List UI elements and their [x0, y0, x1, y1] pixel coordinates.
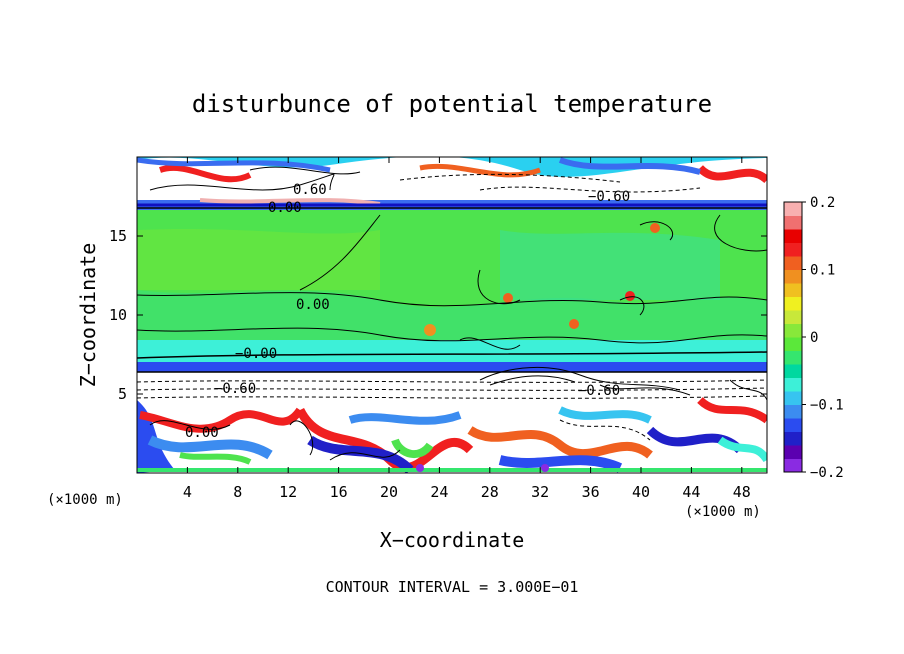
colorbar-swatch — [784, 269, 802, 284]
colorbar-swatch — [784, 377, 802, 392]
colorbar-swatch — [784, 242, 802, 257]
contour-label: 0.00 — [185, 425, 219, 441]
y-tick-label: 10 — [109, 306, 127, 324]
colorbar-swatch — [784, 431, 802, 446]
contour-interval-note: CONTOUR INTERVAL = 3.000E−01 — [326, 578, 579, 596]
colorbar-swatch — [784, 310, 802, 324]
colorbar-swatch — [784, 229, 802, 243]
contour-label: −0.60 — [214, 381, 256, 397]
colorbar — [784, 202, 802, 473]
colorbar-tick-label: 0 — [810, 330, 818, 346]
colorbar-tick-label: 0.1 — [810, 263, 835, 279]
x-axis-ticks: 4 8 12 16 20 24 28 32 36 40 44 48 — [183, 157, 751, 501]
colorbar-swatch — [784, 445, 802, 459]
y-tick-label: 15 — [109, 227, 127, 245]
y-axis-label: Z−coordinate — [76, 243, 100, 388]
contour-labels: 0.60 0.00 −0.60 0.00 −0.00 −0.60 0.00 −0.60 — [185, 182, 630, 441]
x-tick-label: 32 — [531, 483, 549, 501]
x-tick-label: 16 — [330, 483, 348, 501]
contour-lines — [137, 166, 767, 461]
colorbar-swatch — [784, 296, 802, 311]
contour-label: 0.00 — [296, 297, 330, 313]
x-axis-label: X−coordinate — [380, 528, 525, 552]
y-tick-label: 5 — [118, 385, 127, 403]
colorbar-swatch — [784, 323, 802, 338]
contour-label: 0.00 — [268, 200, 302, 216]
x-tick-label: 12 — [279, 483, 297, 501]
x-unit-left: (×1000 m) — [47, 492, 123, 508]
colorbar-swatch — [784, 391, 802, 405]
colorbar-swatch — [784, 202, 802, 216]
colorbar-swatch — [784, 458, 802, 473]
contour-label: 0.60 — [293, 182, 327, 198]
y-axis-ticks: 5 10 15 — [109, 227, 767, 403]
colorbar-tick-label: −0.1 — [810, 398, 844, 414]
colorbar-swatch — [784, 256, 802, 270]
colorbar-swatch — [784, 337, 802, 351]
x-tick-label: 36 — [582, 483, 600, 501]
x-tick-label: 20 — [380, 483, 398, 501]
x-tick-label: 44 — [682, 483, 700, 501]
x-unit-right: (×1000 m) — [685, 504, 761, 520]
colorbar-swatch — [784, 418, 802, 432]
x-tick-label: 40 — [632, 483, 650, 501]
contour-label: −0.60 — [588, 189, 630, 205]
chart-title: disturbunce of potential temperature — [192, 90, 712, 118]
colorbar-tick-label: 0.2 — [810, 195, 835, 211]
x-tick-label: 24 — [430, 483, 448, 501]
contour-label: −0.00 — [235, 346, 277, 362]
x-tick-label: 4 — [183, 483, 192, 501]
colorbar-swatch — [784, 364, 802, 378]
plot-area — [137, 157, 767, 473]
colorbar-swatch — [784, 283, 802, 297]
colorbar-swatch — [784, 404, 802, 419]
x-tick-label: 8 — [233, 483, 242, 501]
lower-turbulent-layer — [137, 396, 767, 473]
x-tick-label: 48 — [733, 483, 751, 501]
upper-turbulent-layer — [137, 157, 767, 210]
x-tick-label: 28 — [481, 483, 499, 501]
colorbar-swatch — [784, 350, 802, 365]
contour-label: −0.60 — [578, 383, 620, 399]
colorbar-swatch — [784, 215, 802, 230]
colorbar-ticks: 0.2 0.1 0 −0.1 −0.2 — [802, 195, 844, 481]
colorbar-tick-label: −0.2 — [810, 465, 844, 481]
